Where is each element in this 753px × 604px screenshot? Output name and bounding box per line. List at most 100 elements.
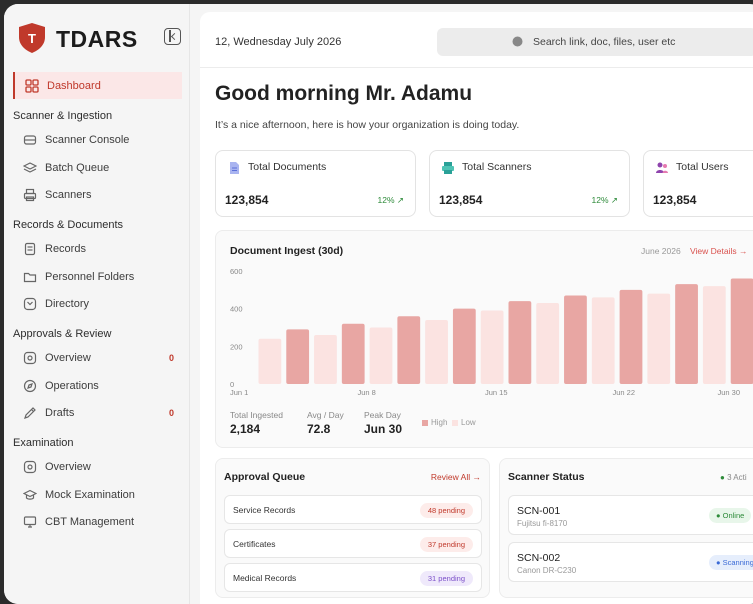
sidebar-item-label: Scanner Console xyxy=(45,133,130,146)
sidebar-item-label: Personnel Folders xyxy=(45,270,135,283)
bar xyxy=(258,338,282,384)
panel-title: Approval Queue xyxy=(224,471,306,483)
bar xyxy=(564,295,587,384)
sidebar-item-label: Overview xyxy=(45,460,91,473)
panel-title: Scanner Status xyxy=(508,471,585,483)
page-title: Good morning Mr. Adamu xyxy=(215,82,473,105)
page-subtitle: It’s a nice afternoon, here is how your … xyxy=(215,119,520,131)
sidebar-item-label: Batch Queue xyxy=(45,161,110,174)
document-icon xyxy=(230,162,239,174)
sidebar-item-label: Drafts xyxy=(45,406,75,419)
bar xyxy=(452,308,476,384)
stat-card-scanners[interactable]: Total Scanners 123,854 12% ↗ xyxy=(429,150,630,217)
x-tick-label: Jun 1 xyxy=(230,388,248,397)
bar xyxy=(730,278,753,384)
top-bar: 12, Wednesday July 2026 Search link, doc… xyxy=(200,12,753,68)
y-tick-label: 0 xyxy=(230,380,234,389)
bar xyxy=(647,293,671,384)
sidebar-item-approvals-overview[interactable]: Overview 0 xyxy=(13,344,182,371)
sidebar-item-dashboard[interactable]: Dashboard xyxy=(13,72,182,99)
sidebar-item-label: Operations xyxy=(45,379,99,392)
review-all-link[interactable]: Review All → xyxy=(430,472,481,482)
queue-row[interactable]: Certificates 37 pending xyxy=(224,529,482,558)
compass-icon xyxy=(23,379,37,393)
search-icon xyxy=(512,36,523,47)
chart-month: June 2026 xyxy=(641,246,681,256)
app-frame: T TDARS Dashboard Scanner & Ingestion Sc… xyxy=(0,0,753,579)
stat-card-users[interactable]: Total Users 123,854 xyxy=(643,150,753,217)
app-name: TDARS xyxy=(56,26,138,52)
chart-title: Document Ingest (30d) xyxy=(230,245,344,257)
active-count: ● 3 Acti xyxy=(720,473,747,482)
sidebar-item-cbt-management[interactable]: CBT Management xyxy=(13,508,182,535)
queue-row[interactable]: Service Records 48 pending xyxy=(224,495,482,524)
sidebar-item-drafts[interactable]: Drafts 0 xyxy=(13,399,182,426)
count-badge: 0 xyxy=(168,352,174,363)
status-dot-icon: ● xyxy=(716,511,721,520)
stat-label: Total Documents xyxy=(248,161,327,173)
queue-label: Service Records xyxy=(233,505,296,515)
bar xyxy=(702,286,726,384)
sidebar-item-batch-queue[interactable]: Batch Queue xyxy=(13,154,182,181)
scanner-id: SCN-001 xyxy=(517,505,561,517)
sidebar-item-label: Mock Examination xyxy=(45,488,135,501)
x-tick-label: Jun 22 xyxy=(613,388,636,397)
summary-label: Avg / Day xyxy=(307,410,344,420)
scanner-row[interactable]: SCN-002 Canon DR-C230 ● Scanning xyxy=(508,542,753,582)
main-content: 12, Wednesday July 2026 Search link, doc… xyxy=(200,12,753,604)
svg-text:T: T xyxy=(28,31,36,46)
x-tick-label: Jun 8 xyxy=(358,388,376,397)
stat-card-documents[interactable]: Total Documents 123,854 12% ↗ xyxy=(215,150,416,217)
status-dot-icon: ● xyxy=(716,558,721,567)
sidebar-item-scanner-console[interactable]: Scanner Console xyxy=(13,126,182,153)
scanner-model: Canon DR-C230 xyxy=(517,566,577,575)
legend-low: Low xyxy=(452,418,476,427)
queue-label: Certificates xyxy=(233,539,276,549)
sidebar-item-label: CBT Management xyxy=(45,515,135,528)
grid-icon xyxy=(25,78,39,93)
directory-icon xyxy=(23,297,37,311)
y-tick-label: 200 xyxy=(230,342,243,351)
sidebar: T TDARS Dashboard Scanner & Ingestion Sc… xyxy=(4,4,190,604)
approval-queue-panel: Approval Queue Review All → Service Reco… xyxy=(215,458,490,598)
target-icon xyxy=(23,351,37,365)
status-dot-icon: ● xyxy=(720,473,725,482)
pencil-icon xyxy=(23,406,37,420)
sidebar-item-personnel-folders[interactable]: Personnel Folders xyxy=(13,263,182,290)
view-details-link[interactable]: View Details → xyxy=(690,246,748,256)
stat-trend: 12% ↗ xyxy=(591,195,618,205)
collapse-sidebar-icon[interactable] xyxy=(164,28,181,45)
queue-label: Medical Records xyxy=(233,573,297,583)
count-badge: 0 xyxy=(168,407,174,418)
console-icon xyxy=(23,133,37,147)
sidebar-item-directory[interactable]: Directory xyxy=(13,290,182,317)
sidebar-item-records[interactable]: Records xyxy=(13,235,182,262)
bar xyxy=(591,297,615,384)
scanner-row[interactable]: SCN-001 Fujitsu fi-8170 ● Online xyxy=(508,495,753,535)
printer-icon xyxy=(23,188,37,202)
sidebar-item-exam-overview[interactable]: Overview xyxy=(13,453,182,480)
summary-value: 72.8 xyxy=(307,422,331,436)
stat-value: 123,854 xyxy=(653,193,697,207)
app-window: T TDARS Dashboard Scanner & Ingestion Sc… xyxy=(4,4,753,604)
bar xyxy=(341,323,365,384)
stat-trend: 12% ↗ xyxy=(377,195,404,205)
status-badge: ● Scanning xyxy=(709,555,753,570)
section-label-scanner: Scanner & Ingestion xyxy=(13,110,113,122)
x-tick-label: Jun 30 xyxy=(717,388,740,397)
sidebar-item-scanners[interactable]: Scanners xyxy=(13,181,182,208)
section-label-records: Records & Documents xyxy=(13,219,124,231)
scanner-model: Fujitsu fi-8170 xyxy=(517,519,568,528)
bar xyxy=(314,335,337,384)
legend-swatch xyxy=(422,419,428,426)
sidebar-item-label: Directory xyxy=(45,297,90,310)
bar xyxy=(286,329,310,384)
shield-logo-icon: T xyxy=(19,23,45,53)
sidebar-item-label: Overview xyxy=(45,351,91,364)
sidebar-item-operations[interactable]: Operations xyxy=(13,372,182,399)
queue-row[interactable]: Medical Records 31 pending xyxy=(224,563,482,592)
y-tick-label: 600 xyxy=(230,267,243,276)
search-input[interactable]: Search link, doc, files, user etc xyxy=(437,28,753,56)
scanner-id: SCN-002 xyxy=(517,552,561,564)
sidebar-item-mock-examination[interactable]: Mock Examination xyxy=(13,481,182,508)
